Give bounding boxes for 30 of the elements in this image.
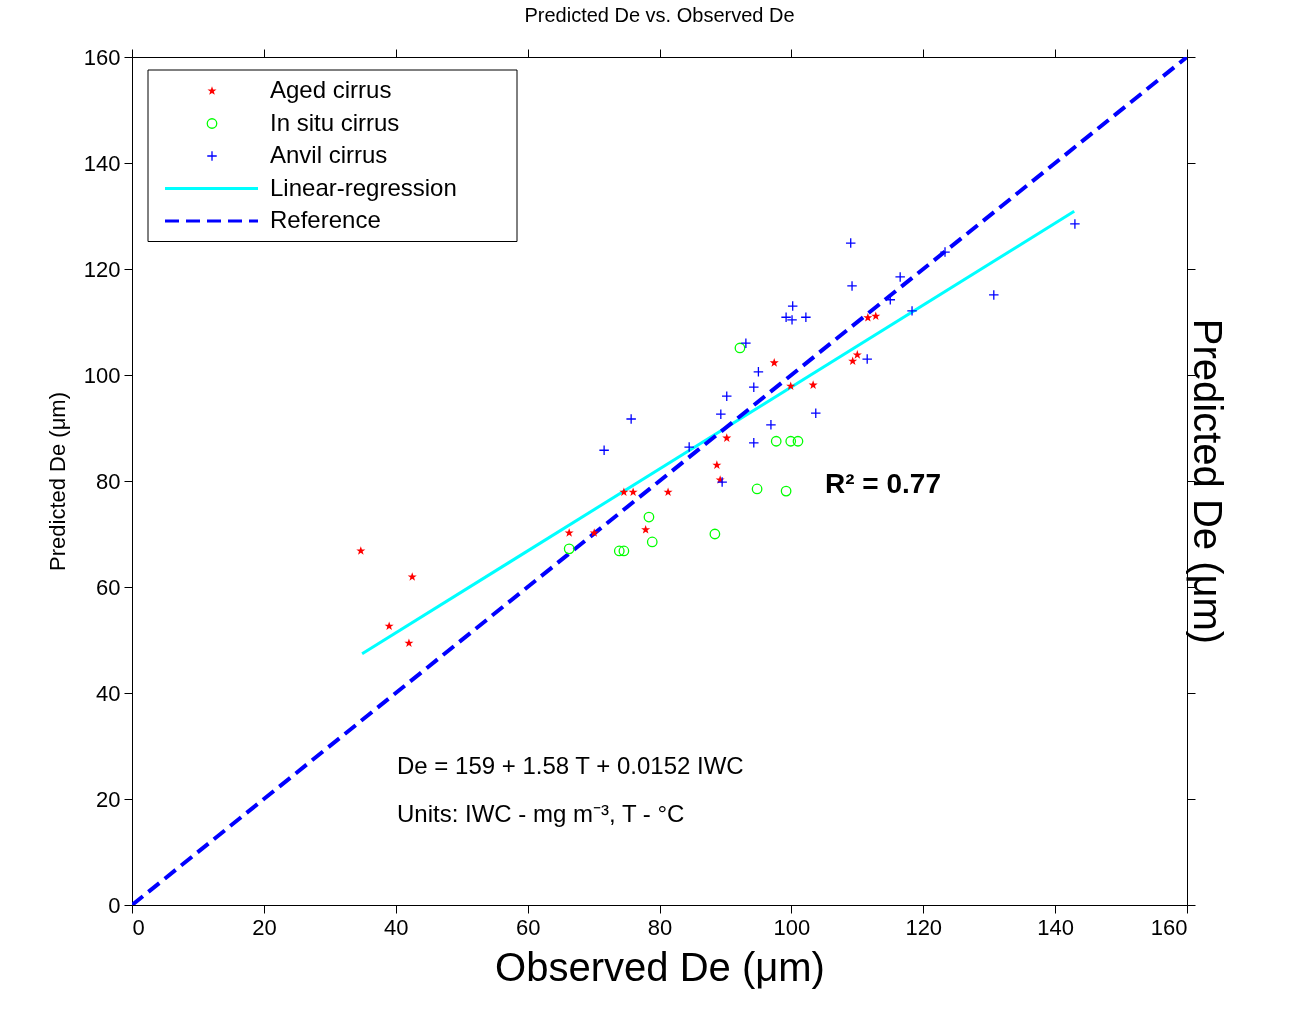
x-tick-label: 20 (252, 914, 277, 940)
annotation: Units: IWC - mg m⁻³, T - °C (397, 800, 685, 827)
y-tick-label: 20 (96, 786, 121, 812)
y-tick-label: 80 (96, 468, 121, 494)
y-tick-label: 0 (108, 892, 121, 918)
legend-label: Anvil cirrus (270, 141, 388, 168)
legend-label: In situ cirrus (270, 108, 400, 136)
x-tick-label: 0 (132, 914, 145, 940)
legend-label: Aged cirrus (270, 76, 392, 103)
legend-label: Linear-regression (270, 173, 457, 201)
chart-title: Predicted De vs. Observed De (524, 4, 795, 26)
x-tick-label: 80 (647, 914, 673, 940)
y-tick-label: 140 (83, 150, 121, 176)
x-tick-label: 140 (1037, 914, 1074, 940)
y-tick-label: 100 (83, 362, 121, 388)
y-tick-label: 120 (83, 256, 121, 282)
x-tick-label: 160 (1150, 914, 1188, 940)
x-axis-title: Observed De (μm) (495, 944, 825, 989)
y-tick-label: 160 (83, 44, 121, 70)
annotation: R² = 0.77 (825, 468, 941, 499)
legend-label: Reference (270, 206, 381, 233)
y-tick-label: 40 (96, 680, 121, 706)
annotation: De = 159 + 1.58 T + 0.0152 IWC (397, 752, 744, 779)
y-axis-title: Predicted De (μm) (44, 392, 70, 571)
x-tick-label: 40 (384, 914, 409, 940)
x-tick-label: 120 (905, 914, 943, 940)
x-tick-label: 60 (515, 914, 541, 940)
x-tick-label: 100 (773, 914, 811, 940)
y2-axis-title: Predicted De (μm) (1186, 318, 1230, 645)
y-tick-label: 60 (96, 574, 121, 600)
